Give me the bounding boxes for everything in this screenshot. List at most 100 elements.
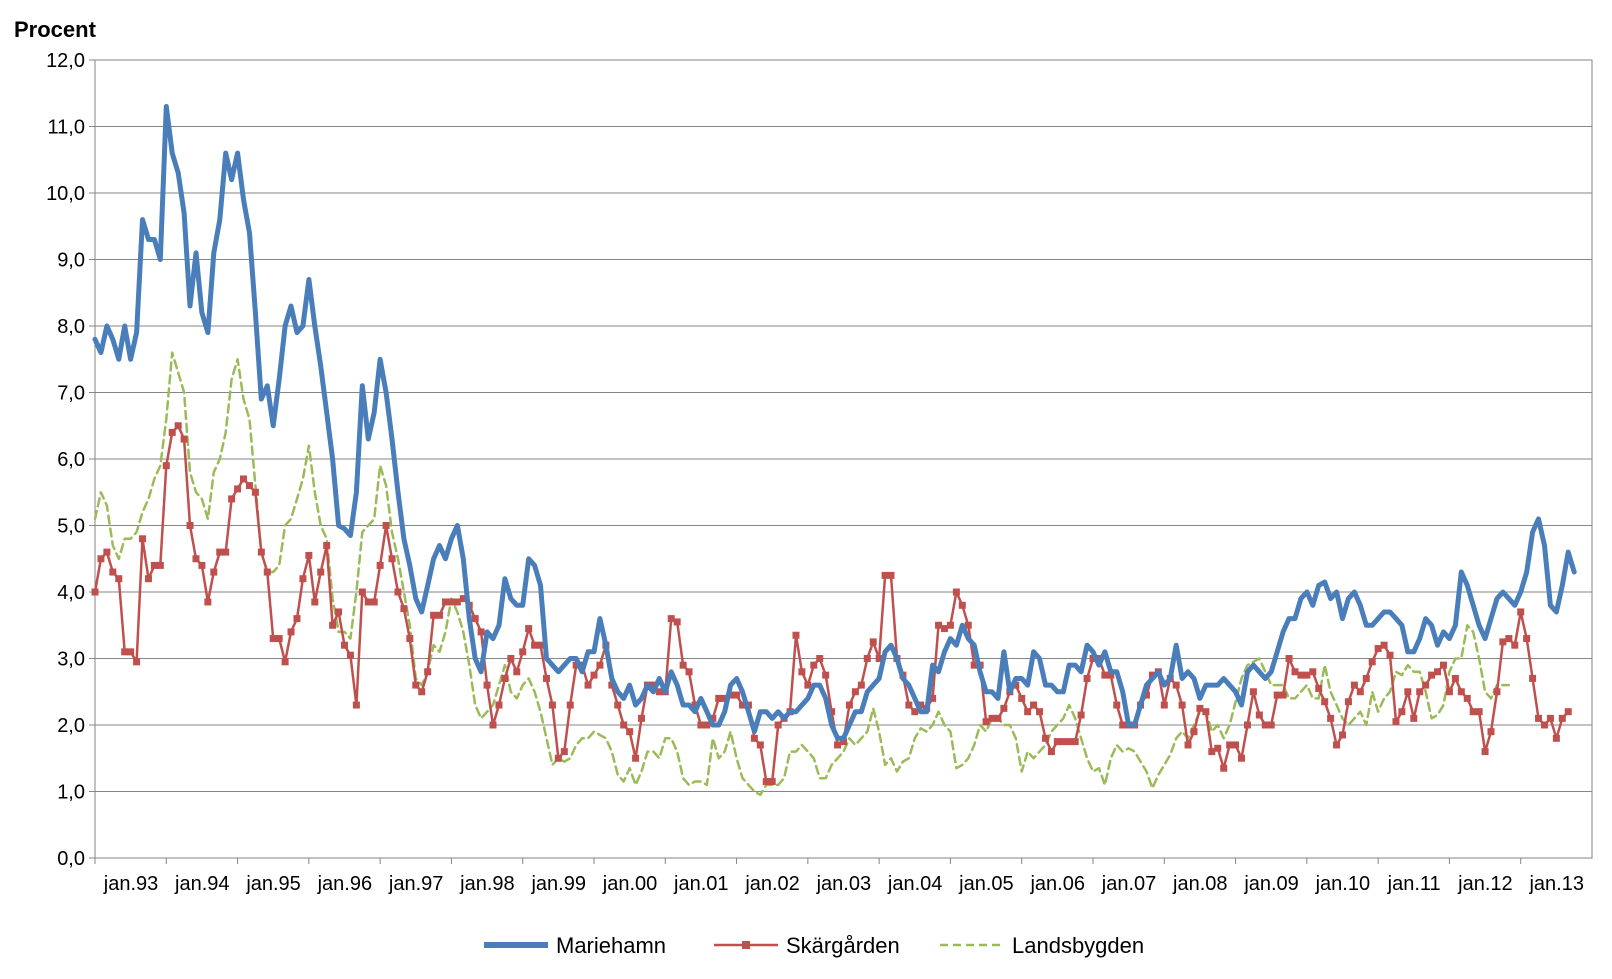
data-point-sk-rg-rden	[935, 621, 943, 629]
data-point-sk-rg-rden	[608, 681, 616, 689]
y-tick-label: 3,0	[57, 649, 85, 671]
y-axis: 0,0 1,0 2,0 3,0 4,0 5,0 6,0 7,0 8,0 9,0 10,0 11,0 12…	[46, 50, 95, 870]
x-tick-label: jan.09	[1243, 873, 1299, 895]
data-point-sk-rg-rden	[1315, 684, 1323, 692]
data-point-sk-rg-rden	[1214, 744, 1222, 752]
x-tick-label: jan.97	[388, 873, 444, 895]
data-point-sk-rg-rden	[358, 588, 366, 596]
legend: Mariehamn Skärgården Landsbygden	[484, 933, 1144, 958]
data-point-sk-rg-rden	[1327, 714, 1335, 722]
data-point-sk-rg-rden	[1344, 698, 1352, 706]
data-point-sk-rg-rden	[1012, 681, 1020, 689]
data-point-sk-rg-rden	[531, 641, 539, 649]
data-point-sk-rg-rden	[804, 681, 812, 689]
data-point-sk-rg-rden	[1386, 651, 1394, 659]
data-point-sk-rg-rden	[845, 701, 853, 709]
data-point-sk-rg-rden	[887, 571, 895, 579]
data-point-sk-rg-rden	[1469, 708, 1477, 716]
data-point-sk-rg-rden	[115, 575, 123, 583]
data-point-sk-rg-rden	[1374, 645, 1382, 653]
data-point-sk-rg-rden	[1523, 635, 1531, 643]
data-point-sk-rg-rden	[1196, 704, 1204, 712]
data-point-sk-rg-rden	[792, 631, 800, 639]
data-point-sk-rg-rden	[269, 635, 277, 643]
data-point-sk-rg-rden	[1083, 674, 1091, 682]
data-point-sk-rg-rden	[91, 588, 99, 596]
data-point-sk-rg-rden	[1047, 748, 1055, 756]
data-point-sk-rg-rden	[614, 701, 622, 709]
data-point-sk-rg-rden	[970, 661, 978, 669]
data-point-sk-rg-rden	[317, 568, 325, 576]
data-point-sk-rg-rden	[216, 548, 224, 556]
data-point-sk-rg-rden	[346, 651, 354, 659]
data-point-sk-rg-rden	[1546, 714, 1554, 722]
data-point-sk-rg-rden	[1428, 671, 1436, 679]
x-tick-label: jan.04	[887, 873, 943, 895]
data-point-sk-rg-rden	[210, 568, 218, 576]
data-point-sk-rg-rden	[1279, 691, 1287, 699]
data-point-sk-rg-rden	[400, 605, 408, 613]
data-point-sk-rg-rden	[911, 708, 919, 716]
data-point-sk-rg-rden	[144, 575, 152, 583]
data-point-sk-rg-rden	[513, 668, 521, 676]
data-point-sk-rg-rden	[293, 615, 301, 623]
x-tick-label: jan.95	[245, 873, 301, 895]
data-point-sk-rg-rden	[1232, 741, 1240, 749]
series-layer	[91, 104, 1577, 797]
data-point-sk-rg-rden	[305, 551, 313, 559]
data-point-sk-rg-rden	[1368, 658, 1376, 666]
data-point-sk-rg-rden	[1487, 728, 1495, 736]
data-point-sk-rg-rden	[620, 721, 628, 729]
data-point-sk-rg-rden	[471, 615, 479, 623]
data-point-sk-rg-rden	[441, 598, 449, 606]
data-point-sk-rg-rden	[180, 435, 188, 443]
data-point-sk-rg-rden	[1445, 688, 1453, 696]
data-point-sk-rg-rden	[596, 661, 604, 669]
data-point-sk-rg-rden	[1410, 714, 1418, 722]
data-point-sk-rg-rden	[638, 714, 646, 722]
data-point-sk-rg-rden	[1457, 688, 1465, 696]
data-point-sk-rg-rden	[1142, 691, 1150, 699]
data-point-sk-rg-rden	[228, 495, 236, 503]
data-point-sk-rg-rden	[364, 598, 372, 606]
data-point-sk-rg-rden	[1564, 708, 1572, 716]
data-point-sk-rg-rden	[952, 588, 960, 596]
data-point-sk-rg-rden	[1309, 668, 1317, 676]
data-point-sk-rg-rden	[1350, 681, 1358, 689]
data-point-sk-rg-rden	[1297, 671, 1305, 679]
data-point-sk-rg-rden	[388, 555, 396, 563]
data-point-sk-rg-rden	[1481, 748, 1489, 756]
data-point-sk-rg-rden	[1089, 655, 1097, 662]
data-point-sk-rg-rden	[1024, 708, 1032, 716]
data-point-sk-rg-rden	[1220, 764, 1228, 772]
data-point-sk-rg-rden	[1291, 668, 1299, 676]
data-point-sk-rg-rden	[994, 714, 1002, 722]
data-point-sk-rg-rden	[1202, 708, 1210, 716]
data-point-sk-rg-rden	[1059, 738, 1067, 746]
data-point-sk-rg-rden	[1303, 671, 1311, 679]
data-point-sk-rg-rden	[424, 668, 432, 676]
data-point-sk-rg-rden	[1475, 708, 1483, 716]
data-point-sk-rg-rden	[1172, 681, 1180, 689]
data-point-sk-rg-rden	[537, 641, 545, 649]
data-point-sk-rg-rden	[1107, 671, 1115, 679]
data-point-sk-rg-rden	[281, 658, 289, 666]
data-point-sk-rg-rden	[649, 681, 657, 689]
legend-label-sk-rg-rden: Skärgården	[786, 933, 900, 958]
data-point-sk-rg-rden	[1333, 741, 1341, 749]
data-point-sk-rg-rden	[1362, 674, 1370, 682]
data-point-sk-rg-rden	[964, 621, 972, 629]
data-point-sk-rg-rden	[453, 598, 461, 606]
x-tick-label: jan.93	[103, 873, 159, 895]
y-tick-label: 9,0	[57, 250, 85, 272]
data-point-sk-rg-rden	[875, 655, 883, 662]
data-point-sk-rg-rden	[1226, 741, 1234, 749]
data-point-sk-rg-rden	[762, 778, 770, 786]
x-tick-label: jan.05	[958, 873, 1014, 895]
data-point-sk-rg-rden	[840, 738, 847, 746]
x-tick-label: jan.03	[816, 873, 872, 895]
data-point-sk-rg-rden	[828, 708, 836, 716]
y-tick-label: 1,0	[57, 782, 85, 804]
data-point-sk-rg-rden	[412, 681, 420, 689]
data-point-sk-rg-rden	[756, 741, 764, 749]
